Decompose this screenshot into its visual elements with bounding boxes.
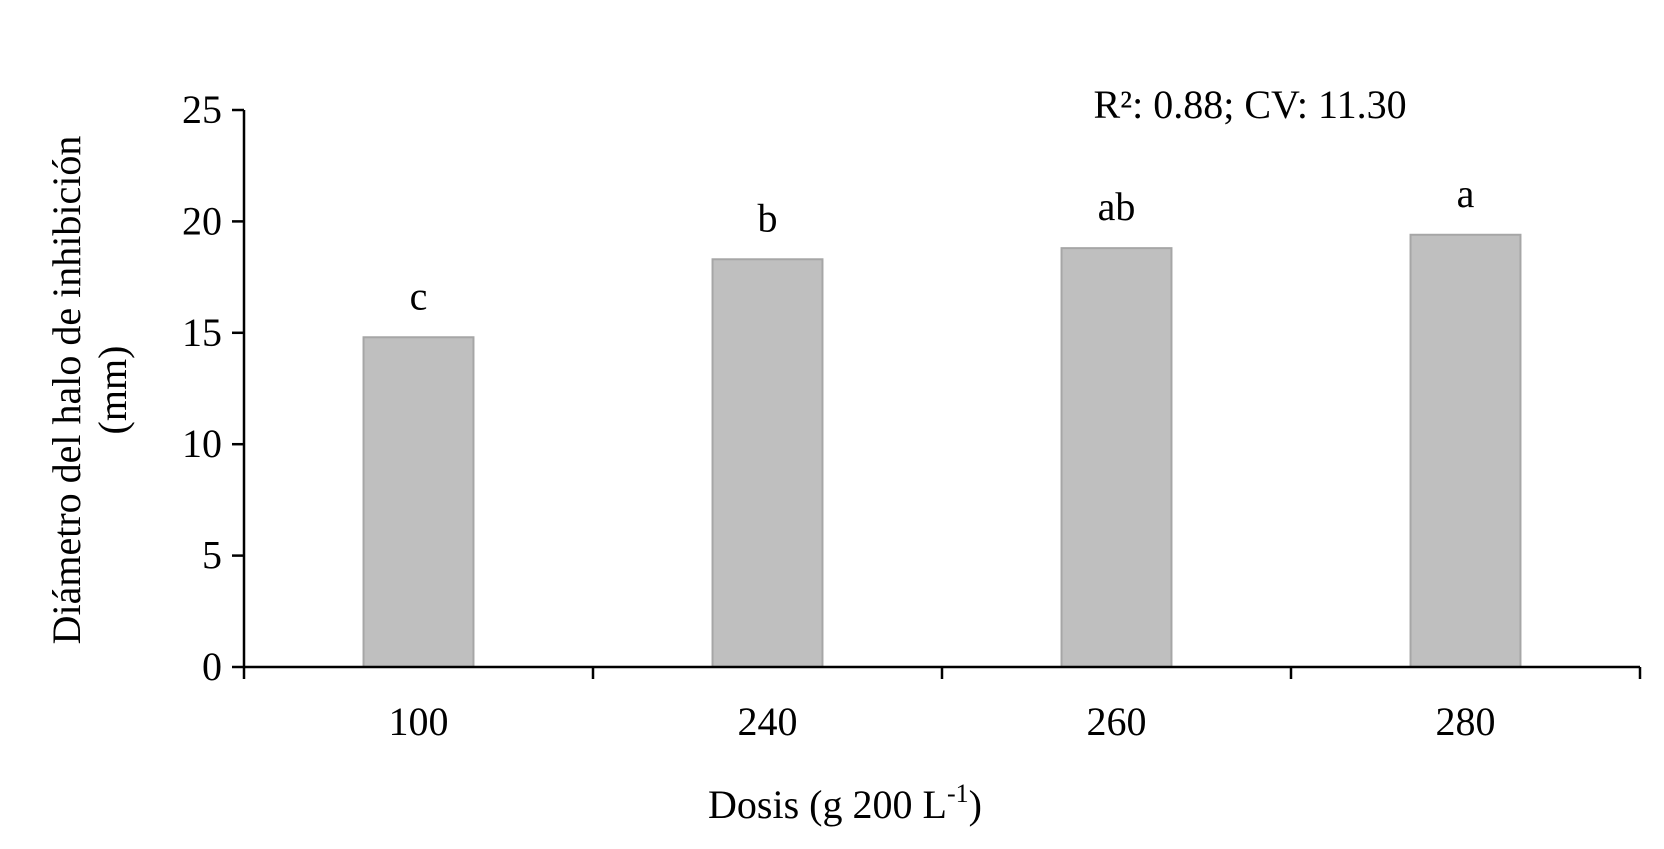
- x-category-label: 100: [389, 699, 449, 744]
- x-axis-title-superscript: -1: [947, 779, 969, 808]
- x-category-label: 280: [1436, 699, 1496, 744]
- x-axis-ticks: 100 240 260 280: [242, 667, 1642, 744]
- x-axis-title: Dosis (g 200 L-1): [708, 779, 982, 827]
- bars: [362, 233, 1522, 669]
- significance-letter: a: [1457, 171, 1475, 216]
- bar: [362, 336, 475, 668]
- bar: [1060, 247, 1173, 669]
- y-tick-label: 10: [182, 421, 222, 466]
- y-tick-label: 20: [182, 198, 222, 243]
- y-tick-label: 5: [202, 533, 222, 578]
- significance-letters: c b ab a: [410, 171, 1475, 318]
- y-axis-ticks: 0 5 10 15 20 25: [182, 87, 244, 689]
- y-tick-label: 0: [202, 644, 222, 689]
- bar: [711, 258, 824, 668]
- y-axis-title-line2: (mm): [90, 346, 135, 435]
- significance-letter: b: [758, 195, 778, 240]
- x-axis-title-main: Dosis (g 200 L: [708, 782, 947, 827]
- y-tick-label: 25: [182, 87, 222, 132]
- y-tick-label: 15: [182, 310, 222, 355]
- x-category-label: 260: [1087, 699, 1147, 744]
- x-axis-title-suffix: ): [969, 782, 982, 827]
- bar: [1409, 233, 1522, 668]
- significance-letter: ab: [1098, 184, 1136, 229]
- fit-annotation: R²: 0.88; CV: 11.30: [1093, 82, 1406, 127]
- x-category-label: 240: [738, 699, 798, 744]
- y-axis-title: Diámetro del halo de inhibición (mm): [44, 136, 135, 645]
- y-axis-title-line1: Diámetro del halo de inhibición: [44, 136, 89, 645]
- significance-letter: c: [410, 273, 428, 318]
